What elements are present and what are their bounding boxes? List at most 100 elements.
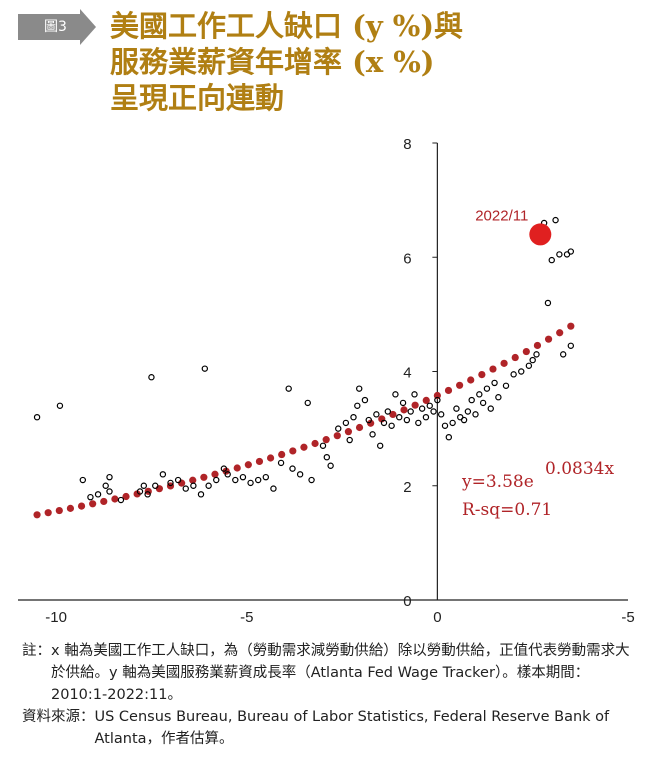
trendline-dot <box>544 335 553 343</box>
data-point <box>403 416 411 424</box>
data-point <box>56 402 64 409</box>
data-point <box>464 408 472 415</box>
data-point <box>319 442 327 449</box>
chart-axes: -10 -5 0 -5 0 2 4 6 8 <box>18 136 635 626</box>
data-point <box>445 433 453 441</box>
data-point <box>87 493 94 501</box>
x-tick-label: -10 <box>45 609 67 626</box>
x-tick-label: -5 <box>240 609 253 626</box>
trendline-dot <box>33 511 41 519</box>
footnotes: 註： x 軸為美國工作工人缺口，為（勞動需求減勞動供給）除以勞動供給，正值代表勞… <box>22 640 632 750</box>
data-point <box>148 374 155 381</box>
data-point <box>411 391 418 398</box>
data-point <box>33 414 41 421</box>
trendline-dot <box>178 479 186 487</box>
data-point <box>94 491 102 498</box>
trendline-dot <box>155 485 163 493</box>
trendline-dot <box>433 391 441 400</box>
data-point <box>239 473 247 481</box>
data-point <box>277 459 285 467</box>
data-point <box>220 465 228 472</box>
trendline-dot <box>333 432 341 440</box>
data-point <box>479 399 487 407</box>
data-point <box>476 391 483 398</box>
note-label: 註： <box>22 643 51 659</box>
trendline-dot <box>556 329 564 337</box>
trendline-dot <box>233 464 241 472</box>
r-squared-text: R-sq=0.71 <box>462 500 552 520</box>
data-point <box>289 465 296 472</box>
data-point <box>140 482 148 489</box>
y-tick-label: 2 <box>403 479 411 496</box>
data-point <box>487 405 494 412</box>
trendline-dot <box>222 467 230 475</box>
data-point <box>525 362 533 369</box>
trendline-dot <box>500 359 508 367</box>
equation-text: y=3.58e <box>461 472 534 492</box>
data-point <box>159 471 167 478</box>
data-point <box>426 402 433 409</box>
data-point <box>205 482 212 489</box>
data-point <box>323 453 331 461</box>
data-point <box>361 396 369 404</box>
data-point <box>106 488 113 495</box>
trendline-dot <box>344 428 353 436</box>
trendline-dot <box>133 490 141 498</box>
data-point <box>510 371 517 378</box>
figure-number-badge: 圖3 <box>18 14 80 40</box>
data-point <box>174 476 182 484</box>
equation-exponent: 0.0834x <box>545 459 614 479</box>
data-point <box>144 491 151 498</box>
data-point <box>407 408 414 415</box>
annotations: 2022/11 y=3.58e 0.0834x R-sq=0.71 <box>461 207 614 520</box>
data-point <box>197 491 205 498</box>
trendline-dot <box>467 376 475 384</box>
trendline-dot <box>189 476 197 484</box>
trendline-dot <box>77 502 86 510</box>
data-point <box>556 251 563 258</box>
data-point <box>376 442 384 449</box>
trendline <box>33 322 575 519</box>
trendline-dot <box>278 450 286 459</box>
data-point <box>247 479 254 487</box>
data-point <box>285 385 292 392</box>
trendline-dot <box>322 436 330 444</box>
data-point <box>529 356 536 364</box>
trendline-dot <box>367 419 375 427</box>
title-line-2: 服務業薪資年增率 (x %) <box>110 45 435 79</box>
trendline-dot <box>456 381 464 389</box>
data-point <box>449 419 456 427</box>
y-tick-label: 8 <box>403 136 411 153</box>
data-point <box>354 402 361 409</box>
y-tick-label: 0 <box>403 593 411 610</box>
data-point <box>533 351 540 358</box>
data-point <box>567 342 575 349</box>
trendline-dot <box>400 406 408 414</box>
data-point <box>544 299 552 307</box>
trendline-dot <box>311 439 319 448</box>
data-point <box>396 414 403 421</box>
data-point <box>182 485 189 492</box>
highlight-point-2022-11 <box>529 223 552 246</box>
data-point <box>430 408 437 415</box>
data-point <box>434 396 441 404</box>
trendline-dot <box>489 365 497 373</box>
data-point <box>567 248 575 255</box>
trendline-dot <box>266 454 275 462</box>
note-text: x 軸為美國工作工人缺口，為（勞動需求減勞動供給）除以勞動供給，正值代表勞動需求… <box>51 643 630 703</box>
trendline-dot <box>66 504 75 512</box>
data-point <box>460 416 468 424</box>
trendline-dot <box>44 509 52 517</box>
highlight-label: 2022/11 <box>475 207 528 224</box>
data-point <box>102 482 109 489</box>
title-line-3: 呈現正向連動 <box>110 81 285 115</box>
trendline-dot <box>533 341 542 350</box>
note-row: 註： x 軸為美國工作工人缺口，為（勞動需求減勞動供給）除以勞動供給，正值代表勞… <box>22 640 632 706</box>
data-point <box>453 405 460 412</box>
trendline-dot <box>122 492 130 501</box>
data-point <box>437 411 445 418</box>
data-point <box>373 411 380 418</box>
data-point <box>296 471 304 478</box>
data-point <box>342 419 350 427</box>
data-point <box>369 431 376 438</box>
